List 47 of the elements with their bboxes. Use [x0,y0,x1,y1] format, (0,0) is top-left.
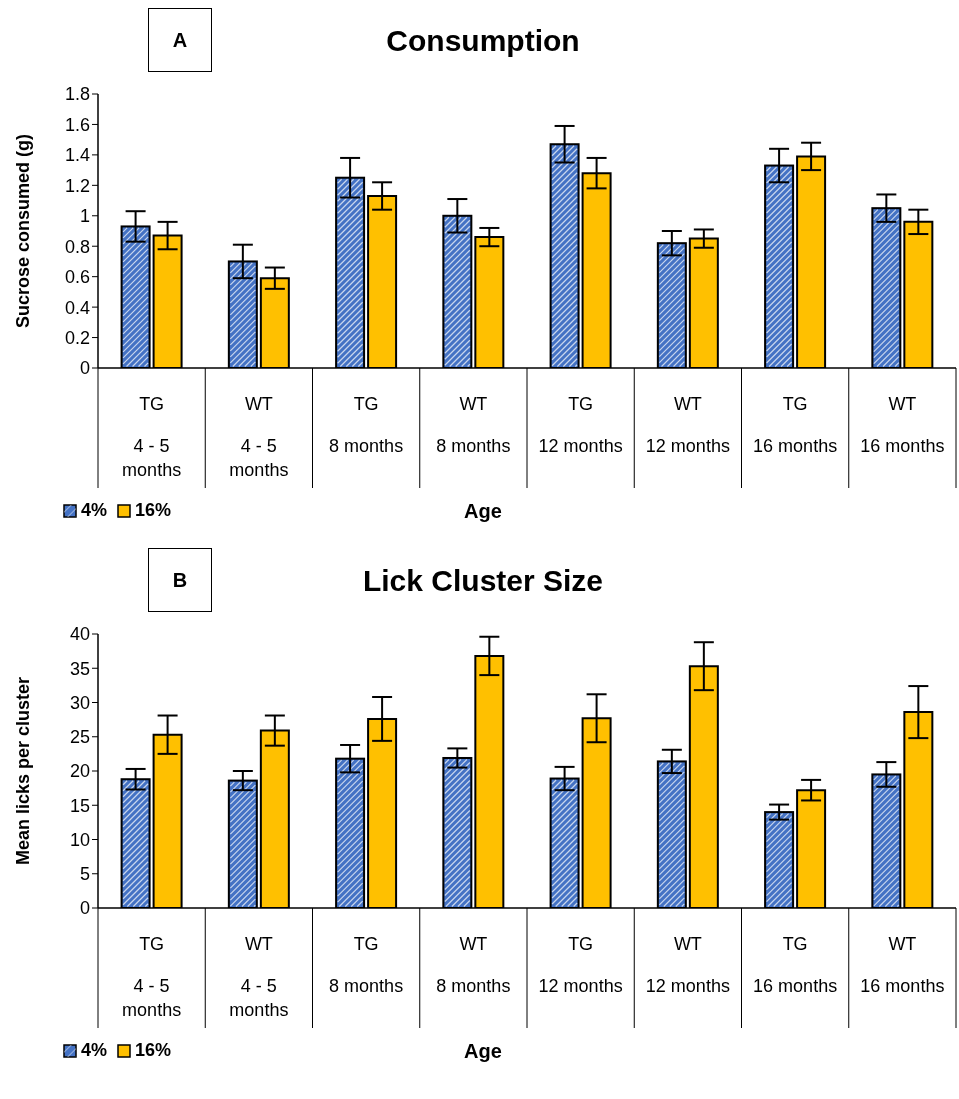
y-tick-label: 20 [69,761,90,782]
y-tick-label: 0.2 [64,327,90,348]
category-label: TG 8 months [329,394,404,456]
x-axis-title: Age [464,1040,502,1062]
category-label: TG 16 months [753,394,838,456]
category-label: TG 8 months [329,934,404,996]
category-label: WT 12 months [645,934,730,996]
chart-title: Consumption [386,24,580,57]
category-label: TG 12 months [538,934,623,996]
y-tick-label: 0 [79,358,90,379]
y-tick-label: 0.6 [64,267,90,288]
category-label: WT 8 months [436,394,511,456]
y-tick-label: 1 [79,206,90,227]
y-tick-label: 1.8 [64,84,90,105]
y-axis-title: Sucrose consumed (g) [13,133,34,329]
y-tick-label: 35 [69,658,90,679]
y-tick-label: 5 [79,864,90,885]
category-label: WT 8 months [436,934,511,996]
legend-label: 16% [134,1040,172,1061]
x-axis-title: Age [464,500,502,522]
category-label: WT 4 - 5 months [229,934,289,1020]
legend-label: 4% [80,500,108,521]
y-tick-label: 25 [69,727,90,748]
y-axis-title: Mean licks per cluster [13,676,34,866]
category-label: WT 4 - 5 months [229,394,289,480]
legend-label: 4% [80,1040,108,1061]
y-tick-label: 10 [69,829,90,850]
category-label: WT 16 months [860,934,945,996]
y-tick-label: 1.6 [64,114,90,135]
y-tick-label: 30 [69,692,90,713]
y-tick-label: 0.4 [64,297,90,318]
text: B [148,548,212,612]
y-tick-label: 0 [79,898,90,919]
chart-title: Lick Cluster Size [362,564,604,597]
legend-label: 16% [134,500,172,521]
category-label: TG 16 months [753,934,838,996]
text: A [148,8,212,72]
y-tick-label: 1.2 [64,175,90,196]
category-label: WT 12 months [645,394,730,456]
y-tick-label: 15 [69,795,90,816]
category-label: TG 12 months [538,394,623,456]
category-label: TG 4 - 5 months [122,394,182,480]
y-tick-label: 0.8 [64,236,90,257]
category-label: WT 16 months [860,394,945,456]
category-label: TG 4 - 5 months [122,934,182,1020]
y-tick-label: 40 [69,624,90,645]
y-tick-label: 1.4 [64,145,90,166]
